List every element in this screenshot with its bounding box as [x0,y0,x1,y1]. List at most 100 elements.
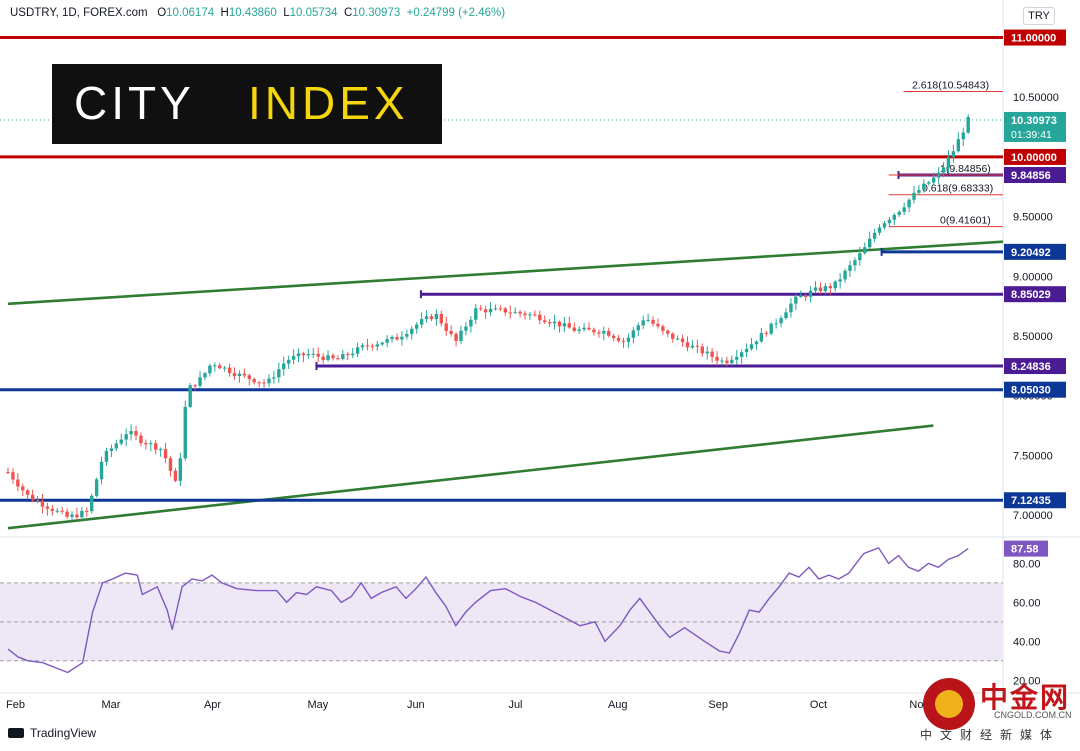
candle-body [572,327,576,331]
candle-body [912,192,916,200]
candle-body [326,355,330,360]
level-label: 8.05030 [1011,385,1051,397]
candle-body [774,323,778,325]
candle-body [828,286,833,289]
candle-body [222,367,227,369]
time-axis-tick: Aug [608,699,628,711]
fib-level-label: 2.618(10.54843) [912,79,989,91]
logo-word-city: CITY [74,77,195,129]
candle-body [671,333,675,339]
candle-body [808,290,813,297]
candle-body [907,199,911,208]
candle-body [163,449,168,459]
candle-body [144,443,148,445]
tradingview-label: TradingView [30,726,97,740]
candle-body [956,139,961,152]
candle-body [188,385,192,407]
last-price-label: 10.30973 [1011,115,1057,127]
candle-body [218,365,222,369]
time-axis-tick: Feb [6,699,25,711]
candle-body [675,338,680,340]
candle-body [946,157,951,168]
candle-body [469,319,473,327]
candle-body [651,319,655,324]
level-label-bg [1004,29,1066,46]
candle-body [882,223,887,228]
level-label: 7.12435 [1011,495,1051,507]
candle-body [547,322,552,324]
rsi-value-label: 87.58 [1011,544,1039,556]
candle-body [119,439,123,444]
candle-body [213,365,217,367]
candle-body [267,378,271,384]
candle-body [838,279,842,282]
trendline-upper [7,240,1004,306]
candle-body [966,117,970,133]
candle-body [616,338,621,341]
candle-body [35,500,40,502]
candle-body [941,167,946,173]
candle-body [656,323,660,327]
candle-body [680,338,685,343]
candle-body [21,486,25,491]
candle-body [823,286,828,292]
candle-body [380,342,384,345]
candle-body [897,211,901,215]
candle-body [50,508,55,512]
time-axis-tick: Sep [708,699,728,711]
candle-body [390,336,394,340]
candle-body [449,330,453,334]
candle-body [193,385,197,387]
price-axis-tick: 9.50000 [1013,212,1053,224]
candle-body [799,295,803,297]
candle-body [818,287,823,292]
candle-body [794,296,798,304]
symbol-label: USDTRY, 1D, FOREX.com [10,7,148,19]
candle-body [533,314,537,316]
candle-body [40,500,45,507]
candle-body [543,320,547,323]
price-axis-tick: 10.50000 [1013,92,1059,104]
level-label: 11.00000 [1011,33,1056,45]
candle-body [419,319,424,325]
candle-body [459,330,463,341]
candle-body [813,287,818,291]
candle-body [700,346,704,354]
candle-body [769,323,773,334]
candle-body [523,313,527,316]
candle-body [646,319,650,321]
tradingview-brand[interactable]: TradingView [8,726,96,740]
candle-body [474,308,478,320]
time-axis-tick: May [307,699,328,711]
currency-button[interactable]: TRY [1023,7,1055,25]
candle-body [414,324,419,329]
candle-body [715,356,719,361]
rsi-line [7,546,969,674]
candle-body [498,308,503,310]
candle-body [552,321,557,324]
candle-body [961,132,965,140]
candle-body [114,443,119,449]
candle-body [272,377,276,379]
level-label: 10.00000 [1011,152,1057,164]
level-label-bg [1004,148,1066,165]
price-axis-tick: 7.00000 [1013,510,1053,522]
high-value: 10.43860 [228,7,277,19]
candle-body [641,320,645,326]
candle-body [621,340,626,342]
candle-body [173,470,178,481]
cngold-watermark: 中金网 CNGOLD.COM.CN 中文财经新媒体 [918,672,1078,748]
level-label-bg [1004,381,1066,398]
candle-body [557,321,562,327]
candle-body [25,490,30,495]
rsi-axis-tick: 60.00 [1013,597,1041,609]
level-label: 9.84856 [1011,170,1051,182]
candle-body [296,353,301,357]
candle-body [863,247,867,254]
candle-body [178,458,183,481]
candle-body [168,458,173,471]
time-axis-tick: Jul [508,699,522,711]
candle-body [577,329,581,331]
close-label: C [343,7,353,19]
